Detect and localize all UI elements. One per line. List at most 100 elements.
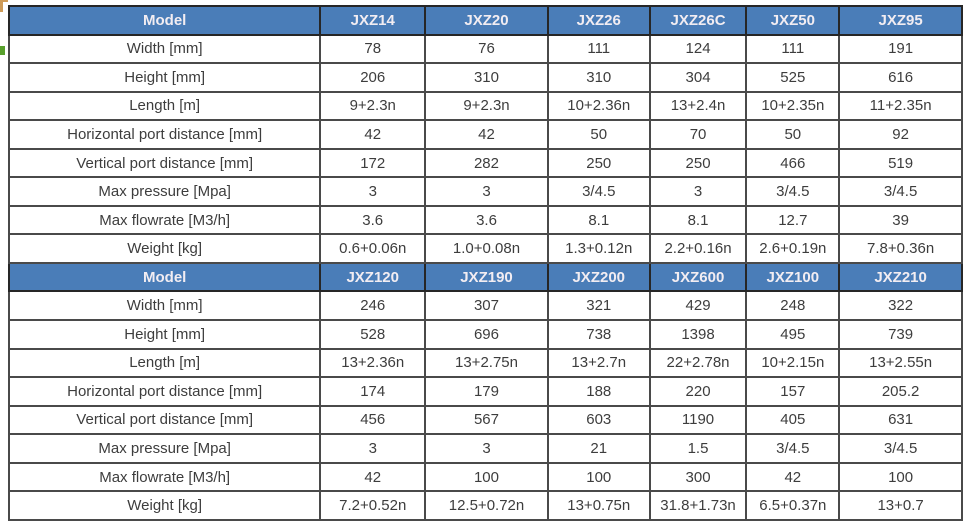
value-cell: 456 <box>319 404 427 436</box>
value-cell: 10+2.35n <box>745 90 841 122</box>
model-name-cell: JXZ26 <box>546 5 651 36</box>
table-row: Vertical port distance [mm] 456 567 603 1190… <box>7 404 963 436</box>
value-cell: 205.2 <box>838 376 963 407</box>
value-cell: 250 <box>648 147 748 179</box>
value-cell: 567 <box>424 404 549 436</box>
value-cell: 7.2+0.52n <box>319 490 427 521</box>
value-cell: 8.1 <box>648 204 748 236</box>
value-cell: 6.5+0.37n <box>745 490 841 521</box>
table-row: Length [m] 9+2.3n 9+2.3n 10+2.36n 13+2.4n 10+… <box>7 90 963 122</box>
row-label-cell: Length [m] <box>7 347 322 379</box>
value-cell: 739 <box>838 319 963 350</box>
value-cell: 21 <box>546 433 651 464</box>
value-cell: 124 <box>648 33 748 65</box>
value-cell: 157 <box>745 376 841 407</box>
value-cell: 1398 <box>648 319 748 350</box>
value-cell: 39 <box>838 204 963 236</box>
value-cell: 495 <box>745 319 841 350</box>
value-cell: 300 <box>648 461 748 493</box>
table-row: Length [m] 13+2.36n 13+2.75n 13+2.7n 22+2.78… <box>7 347 963 379</box>
value-cell: 70 <box>648 119 748 150</box>
value-cell: 738 <box>546 319 651 350</box>
value-cell: 78 <box>319 33 427 65</box>
value-cell: 307 <box>424 290 549 321</box>
row-label-cell: Max pressure [Mpa] <box>7 176 322 207</box>
row-label-cell: Vertical port distance [mm] <box>7 147 322 179</box>
row-label-cell: Max pressure [Mpa] <box>7 433 322 464</box>
value-cell: 631 <box>838 404 963 436</box>
value-cell: 174 <box>319 376 427 407</box>
row-label-cell: Width [mm] <box>7 290 322 321</box>
value-cell: 3 <box>424 176 549 207</box>
value-cell: 519 <box>838 147 963 179</box>
value-cell: 188 <box>546 376 651 407</box>
value-cell: 13+2.7n <box>546 347 651 379</box>
row-label-cell: Width [mm] <box>7 33 322 65</box>
value-cell: 111 <box>745 33 841 65</box>
value-cell: 696 <box>424 319 549 350</box>
value-cell: 10+2.15n <box>745 347 841 379</box>
value-cell: 1.5 <box>648 433 748 464</box>
value-cell: 8.1 <box>546 204 651 236</box>
row-label-cell: Height [mm] <box>7 62 322 93</box>
value-cell: 616 <box>838 62 963 93</box>
value-cell: 12.5+0.72n <box>424 490 549 521</box>
value-cell: 2.6+0.19n <box>745 233 841 264</box>
table-row: Max flowrate [M3/h] 3.6 3.6 8.1 8.1 12.7 39 <box>7 204 963 236</box>
model-name-cell: JXZ190 <box>424 261 549 293</box>
value-cell: 250 <box>546 147 651 179</box>
row-label-cell: Weight [kg] <box>7 233 322 264</box>
table-row: Height [mm] 528 696 738 1398 495 739 <box>7 319 963 350</box>
table-row: Max pressure [Mpa] 3 3 21 1.5 3/4.5 3/4.5 <box>7 433 963 464</box>
value-cell: 1.0+0.08n <box>424 233 549 264</box>
value-cell: 248 <box>745 290 841 321</box>
value-cell: 100 <box>546 461 651 493</box>
value-cell: 13+2.36n <box>319 347 427 379</box>
value-cell: 100 <box>424 461 549 493</box>
table-row: Horizontal port distance [mm] 42 42 50 70 50 9… <box>7 119 963 150</box>
row-label-cell: Height [mm] <box>7 319 322 350</box>
value-cell: 13+2.55n <box>838 347 963 379</box>
model-name-cell: JXZ120 <box>319 261 427 293</box>
value-cell: 1190 <box>648 404 748 436</box>
value-cell: 13+0.75n <box>546 490 651 521</box>
value-cell: 321 <box>546 290 651 321</box>
value-cell: 172 <box>319 147 427 179</box>
value-cell: 466 <box>745 147 841 179</box>
value-cell: 22+2.78n <box>648 347 748 379</box>
value-cell: 206 <box>319 62 427 93</box>
value-cell: 310 <box>424 62 549 93</box>
row-label-cell: Horizontal port distance [mm] <box>7 119 322 150</box>
row-label-cell: Max flowrate [M3/h] <box>7 204 322 236</box>
model-header-row: Model JXZ14 JXZ20 JXZ26 JXZ26C JXZ50 JXZ95 <box>7 5 963 36</box>
value-cell: 310 <box>546 62 651 93</box>
model-name-cell: JXZ210 <box>838 261 963 293</box>
value-cell: 429 <box>648 290 748 321</box>
table-row: Width [mm] 78 76 111 124 111 191 <box>7 33 963 65</box>
value-cell: 405 <box>745 404 841 436</box>
value-cell: 322 <box>838 290 963 321</box>
value-cell: 42 <box>745 461 841 493</box>
value-cell: 179 <box>424 376 549 407</box>
value-cell: 10+2.36n <box>546 90 651 122</box>
value-cell: 13+0.7 <box>838 490 963 521</box>
model-header-row: Model JXZ120 JXZ190 JXZ200 JXZ600 JXZ100 JXZ21… <box>7 261 963 293</box>
value-cell: 3/4.5 <box>838 433 963 464</box>
table-row: Vertical port distance [mm] 172 282 250 250 4… <box>7 147 963 179</box>
value-cell: 31.8+1.73n <box>648 490 748 521</box>
value-cell: 603 <box>546 404 651 436</box>
model-name-cell: JXZ14 <box>319 5 427 36</box>
selection-handle-icon <box>0 46 5 55</box>
value-cell: 1.3+0.12n <box>546 233 651 264</box>
row-label-cell: Weight [kg] <box>7 490 322 521</box>
model-header-label-cell: Model <box>7 261 322 293</box>
value-cell: 3/4.5 <box>838 176 963 207</box>
table-row: Horizontal port distance [mm] 174 179 188 22… <box>7 376 963 407</box>
value-cell: 3/4.5 <box>745 433 841 464</box>
value-cell: 3/4.5 <box>745 176 841 207</box>
model-header-label-cell: Model <box>7 5 322 36</box>
value-cell: 11+2.35n <box>838 90 963 122</box>
value-cell: 9+2.3n <box>319 90 427 122</box>
value-cell: 7.8+0.36n <box>838 233 963 264</box>
table-row: Width [mm] 246 307 321 429 248 322 <box>7 290 963 321</box>
